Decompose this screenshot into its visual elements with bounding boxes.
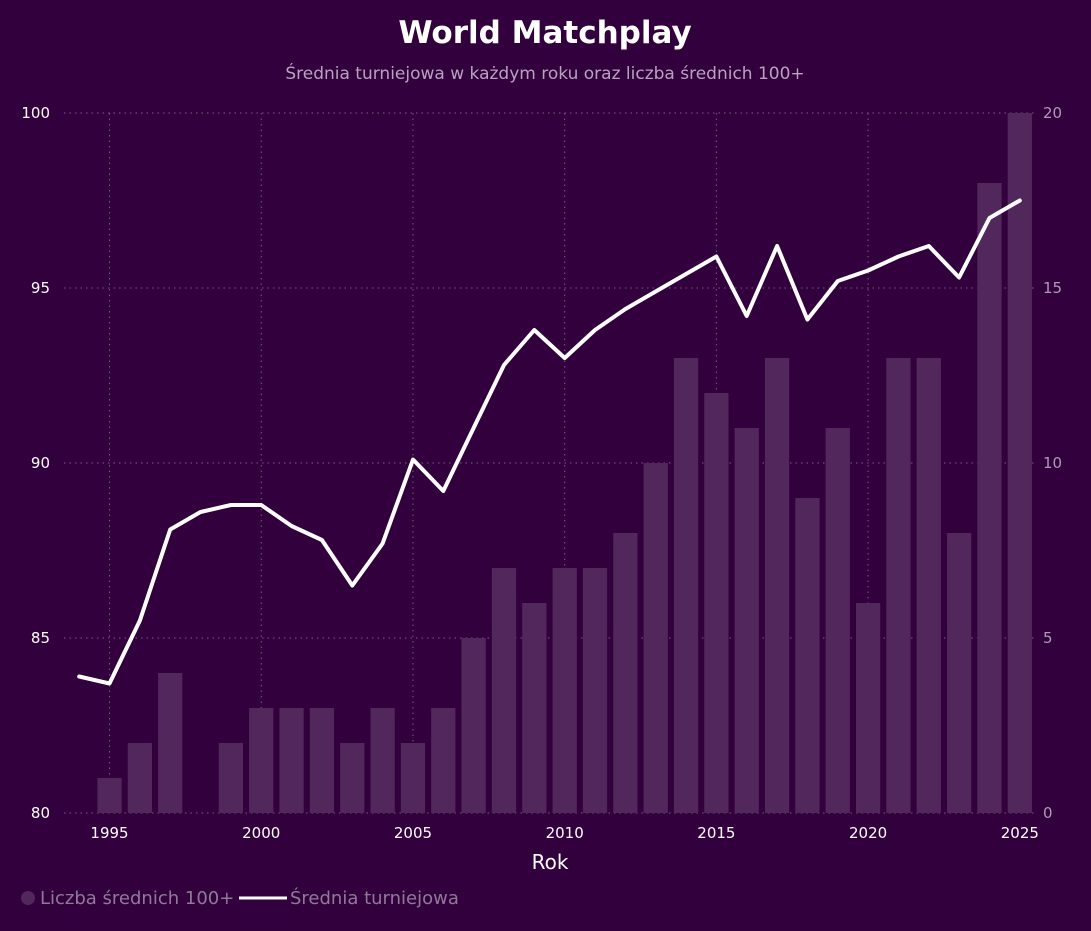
bar	[886, 358, 911, 813]
bar	[582, 568, 608, 813]
bar	[977, 183, 1002, 813]
x-tick-label: 2025	[1001, 824, 1039, 842]
bar	[522, 603, 547, 813]
left-axis-ticks: 80 85 90 95 100	[21, 104, 50, 822]
bar	[704, 393, 729, 813]
x-tick-label: 2020	[849, 824, 887, 842]
legend-label-bars: Liczba średnich 100+	[40, 888, 234, 909]
bar	[127, 743, 152, 813]
x-tick-label: 2005	[394, 824, 432, 842]
bar	[795, 498, 820, 813]
bars	[97, 113, 1032, 813]
x-tick-label: 2015	[697, 824, 735, 842]
bar	[552, 568, 577, 813]
bar	[1007, 113, 1032, 813]
chart-subtitle: Średnia turniejowa w każdym roku oraz li…	[285, 62, 804, 84]
bar	[613, 533, 638, 813]
bar	[643, 463, 668, 813]
x-axis-ticks: 1995 2000 2005 2010 2015 2020 2025	[90, 824, 1039, 842]
chart-title: World Matchplay	[398, 15, 691, 51]
bar	[947, 533, 972, 813]
y-right-tick-label: 20	[1043, 104, 1062, 122]
x-tick-label: 2010	[546, 824, 584, 842]
y-left-tick-label: 100	[21, 104, 50, 122]
y-right-tick-label: 15	[1043, 279, 1062, 297]
bar	[734, 428, 759, 813]
x-axis-label: Rok	[532, 850, 569, 874]
bar	[158, 673, 183, 813]
bar	[370, 708, 395, 813]
bar	[279, 708, 304, 813]
y-left-tick-label: 90	[31, 454, 50, 472]
bar	[461, 638, 486, 813]
bar	[309, 708, 335, 813]
bar	[916, 358, 941, 813]
legend-bar-marker	[21, 891, 35, 905]
bar	[400, 743, 426, 813]
bar	[491, 568, 517, 813]
y-right-tick-label: 5	[1043, 629, 1053, 647]
bar	[431, 708, 456, 813]
y-left-tick-label: 85	[31, 629, 50, 647]
right-axis-ticks: 0 5 10 15 20	[1043, 104, 1062, 822]
y-right-tick-label: 10	[1043, 454, 1062, 472]
bar	[97, 778, 122, 813]
series-line-srednia	[77, 198, 1022, 686]
bar	[340, 743, 365, 813]
bar	[855, 603, 881, 813]
bar	[673, 358, 699, 813]
legend-label-line: Średnia turniejowa	[290, 887, 459, 909]
legend: Liczba średnich 100+ Średnia turniejowa	[21, 887, 459, 909]
y-left-tick-label: 80	[31, 804, 50, 822]
bar	[764, 358, 790, 813]
x-tick-label: 1995	[90, 824, 128, 842]
bar	[218, 743, 244, 813]
y-right-tick-label: 0	[1043, 804, 1053, 822]
x-tick-label: 2000	[242, 824, 280, 842]
bar	[825, 428, 850, 813]
y-left-tick-label: 95	[31, 279, 50, 297]
bar	[249, 708, 274, 813]
